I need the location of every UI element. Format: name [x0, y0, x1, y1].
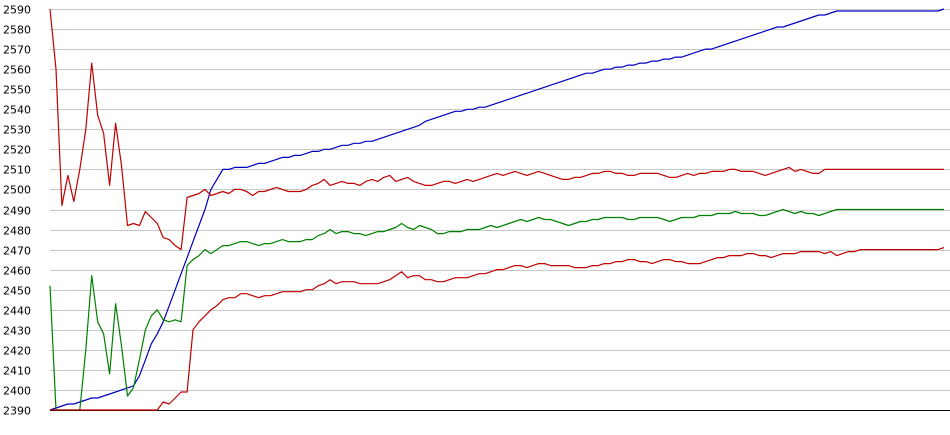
- y-tick-label: 2410: [3, 365, 31, 378]
- y-tick-label: 2480: [3, 225, 31, 238]
- y-tick-label: 2490: [3, 205, 31, 218]
- y-tick-label: 2420: [3, 345, 31, 358]
- series-line-4: [50, 247, 945, 411]
- grid-lines: [50, 9, 950, 411]
- y-tick-label: 2510: [3, 164, 31, 177]
- series-line-2: [49, 8, 944, 251]
- series-line-3: [49, 208, 944, 411]
- y-tick-label: 2520: [3, 144, 31, 157]
- y-tick-label: 2440: [3, 305, 31, 318]
- series-line-1: [49, 8, 945, 411]
- y-tick-label: 2530: [3, 124, 31, 137]
- y-tick-label: 2460: [3, 265, 31, 278]
- y-tick-label: 2570: [3, 44, 31, 57]
- y-tick-label: 2580: [3, 24, 31, 37]
- y-tick-label: 2500: [3, 184, 31, 197]
- y-tick-label: 2590: [3, 4, 31, 17]
- y-axis-tick-labels: 2390 2400 2410 2420 2430 2440 2450 2460 2470 2480…: [3, 4, 31, 418]
- y-tick-label: 2430: [3, 325, 31, 338]
- y-tick-label: 2540: [3, 104, 31, 117]
- y-tick-label: 2450: [3, 285, 31, 298]
- y-tick-label: 2550: [3, 84, 31, 97]
- y-tick-label: 2400: [3, 385, 31, 398]
- y-tick-label: 2470: [3, 245, 31, 258]
- y-tick-label: 2390: [3, 405, 31, 418]
- y-tick-label: 2560: [3, 64, 31, 77]
- series-lines: [49, 8, 945, 411]
